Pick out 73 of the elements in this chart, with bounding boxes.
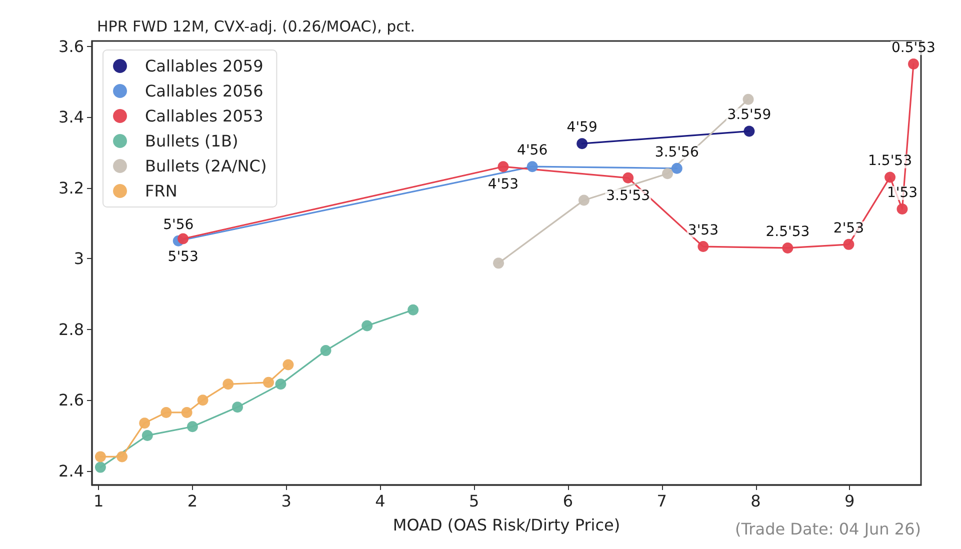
point	[139, 418, 150, 429]
y-tick-label: 3.6	[58, 36, 84, 56]
point	[232, 402, 244, 413]
annotation: 2.5'53	[766, 224, 810, 240]
point	[908, 58, 919, 70]
point	[493, 258, 504, 269]
point	[222, 378, 234, 390]
point	[94, 451, 106, 462]
point	[181, 406, 192, 418]
point	[576, 138, 588, 150]
legend-label: Callables 2053	[145, 106, 264, 126]
annotation: 5'53	[168, 248, 198, 265]
point	[662, 168, 674, 180]
point	[320, 345, 332, 356]
legend-label: Bullets (1B)	[145, 132, 238, 150]
x-tick-label: 2	[187, 492, 198, 510]
x-tick-label: 7	[656, 492, 667, 510]
annotation: 3.5'59	[727, 107, 772, 124]
point	[362, 320, 373, 332]
x-tick-label: 8	[750, 492, 761, 510]
text: (Trade Date: 04 Jun 26)	[735, 520, 921, 538]
point	[622, 172, 634, 184]
y-tick-label: 3	[74, 249, 84, 268]
point	[742, 94, 754, 105]
point	[526, 161, 538, 172]
annotation: 3.5'53	[606, 188, 650, 204]
point	[843, 238, 854, 250]
x-tick-label: 3	[281, 492, 292, 510]
point	[186, 421, 198, 432]
point	[884, 172, 896, 183]
y-tick-label: 2.4	[58, 461, 84, 480]
annotation: 0.5'53	[892, 40, 936, 56]
point	[116, 451, 128, 462]
chart-title: HPR FWD 12M, CVX-adj. (0.26/MOAC), pct.	[97, 18, 416, 36]
legend-label: FRN	[145, 182, 178, 200]
y-tick-label: 3.2	[58, 178, 84, 198]
annotation: 3'53	[688, 222, 718, 239]
point	[408, 304, 419, 316]
point	[782, 242, 794, 254]
annotation: 5'56	[163, 216, 194, 233]
point	[160, 406, 172, 418]
x-tick-label: 9	[844, 492, 855, 510]
y-tick-label: 3.4	[58, 108, 84, 127]
point	[94, 462, 106, 473]
point	[178, 233, 189, 244]
annotation: 4'53	[488, 176, 519, 193]
point	[282, 359, 294, 370]
x-tick-label: 6	[562, 492, 574, 510]
point	[698, 241, 709, 252]
point	[275, 378, 286, 390]
point	[498, 161, 509, 172]
point	[263, 376, 274, 388]
legend-label: Bullets (2A/NC)	[145, 156, 267, 176]
annotation: 4'56	[517, 142, 548, 159]
annotation: 2'53	[833, 220, 864, 236]
point	[142, 430, 153, 441]
y-tick-label: 2.6	[58, 390, 84, 410]
point	[197, 394, 208, 406]
annotation: 4'59	[566, 120, 598, 136]
legend-label: Callables 2056	[145, 82, 264, 100]
point	[896, 204, 908, 215]
x-tick-label: 1	[93, 492, 104, 510]
point	[578, 194, 590, 206]
x-tick-label: 5	[469, 492, 480, 510]
annotation: 1.5'53	[868, 153, 912, 170]
annotation: 1'53	[886, 185, 918, 202]
x-tick-label: 4	[375, 492, 386, 510]
annotation: 3.5'56	[654, 144, 699, 160]
x-axis-title: MOAD (OAS Risk/Dirty Price)	[392, 516, 620, 534]
legend-label: Callables 2059	[145, 56, 264, 76]
y-tick-label: 2.8	[58, 320, 84, 339]
point	[671, 162, 682, 174]
point	[744, 126, 755, 137]
